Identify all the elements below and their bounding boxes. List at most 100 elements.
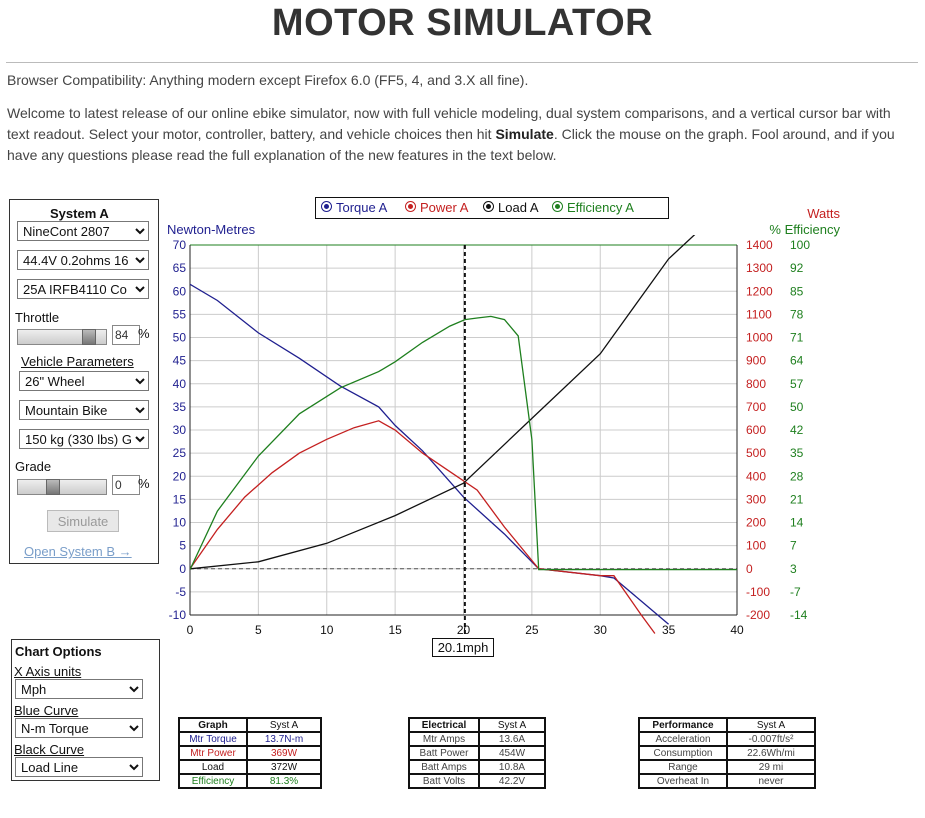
- watt-tick-label: 1300: [746, 261, 773, 275]
- wheel-select[interactable]: 26" Wheel: [19, 371, 149, 391]
- table-cell: Batt Amps: [408, 759, 480, 775]
- x-tick-label: 10: [320, 623, 334, 637]
- battery-select[interactable]: 44.4V 0.2ohms 16: [17, 250, 149, 270]
- table-cell: Mtr Amps: [408, 731, 480, 747]
- blue-curve-label: Blue Curve: [14, 703, 79, 718]
- motor-select[interactable]: NineCont 2807: [17, 221, 149, 241]
- x-tick-label: 5: [255, 623, 262, 637]
- grade-label: Grade: [15, 459, 52, 474]
- efficiency-tick-label: 78: [790, 307, 804, 321]
- chart-options-title: Chart Options: [15, 644, 102, 659]
- legend-power-label: Power A: [420, 200, 469, 215]
- table-cell: 10.8A: [478, 759, 546, 775]
- watt-tick-label: 500: [746, 446, 766, 460]
- throttle-slider-thumb[interactable]: [81, 329, 96, 345]
- table-cell: never: [726, 773, 816, 789]
- watt-tick-label: 1100: [746, 307, 772, 321]
- graph-table: Graph Syst A Mtr Torque 13.7N-m Mtr Power 3…: [178, 717, 322, 789]
- table-cell: 13.7N-m: [246, 731, 322, 747]
- black-curve-select[interactable]: Load Line: [15, 757, 143, 777]
- controller-select[interactable]: 25A IRFB4110 Co: [17, 279, 149, 299]
- efficiency-tick-label: 50: [790, 400, 804, 414]
- cursor-readout: 20.1mph: [432, 638, 494, 657]
- watt-tick-label: 1000: [746, 331, 773, 345]
- table-cell: Batt Power: [408, 745, 480, 761]
- electrical-syst-header: Syst A: [478, 717, 546, 733]
- efficiency-tick-label: 28: [790, 469, 804, 483]
- torque-tick-label: 15: [173, 492, 187, 506]
- x-tick-label: 40: [730, 623, 744, 637]
- table-cell: -0.007ft/s²: [726, 731, 816, 747]
- radio-dot-icon: [405, 201, 416, 212]
- efficiency-tick-label: 14: [790, 516, 804, 530]
- table-cell: 22.6Wh/mi: [726, 745, 816, 761]
- watt-tick-label: 0: [746, 562, 753, 576]
- grade-slider-thumb[interactable]: [46, 479, 61, 495]
- throttle-slider[interactable]: [17, 329, 107, 345]
- intro-paragraph: Welcome to latest release of our online …: [7, 103, 912, 166]
- performance-header: Performance: [638, 717, 728, 733]
- torque-tick-label: 50: [173, 331, 187, 345]
- bike-select[interactable]: Mountain Bike: [19, 400, 149, 420]
- legend-efficiency-label: Efficiency A: [567, 200, 634, 215]
- legend-efficiency[interactable]: Efficiency A: [552, 200, 634, 215]
- right-axis-title-efficiency: % Efficiency: [769, 222, 840, 237]
- torque-tick-label: 10: [173, 516, 187, 530]
- simulate-button[interactable]: Simulate: [47, 510, 119, 532]
- watt-tick-label: -100: [746, 585, 770, 599]
- table-cell: Batt Volts: [408, 773, 480, 789]
- legend-torque-label: Torque A: [336, 200, 388, 215]
- chart-legend: Torque A Power A Load A Efficiency A: [315, 197, 669, 219]
- legend-load[interactable]: Load A: [483, 200, 539, 215]
- torque-tick-label: 0: [179, 562, 186, 576]
- efficiency-tick-label: 71: [790, 331, 804, 345]
- vehicle-params-label: Vehicle Parameters: [21, 354, 134, 369]
- torque-tick-label: 20: [173, 469, 187, 483]
- efficiency-tick-label: 35: [790, 446, 804, 460]
- x-units-label: X Axis units: [14, 664, 82, 679]
- table-cell: 454W: [478, 745, 546, 761]
- system-a-panel: System A NineCont 2807 44.4V 0.2ohms 16 …: [9, 199, 159, 564]
- watt-tick-label: 300: [746, 492, 766, 506]
- table-cell: Acceleration: [638, 731, 728, 747]
- legend-torque[interactable]: Torque A: [321, 200, 387, 215]
- table-cell: 13.6A: [478, 731, 546, 747]
- legend-power[interactable]: Power A: [405, 200, 468, 215]
- x-tick-label: 30: [594, 623, 608, 637]
- grade-slider[interactable]: [17, 479, 107, 495]
- efficiency-tick-label: 64: [790, 354, 804, 368]
- throttle-input[interactable]: [112, 325, 140, 345]
- table-cell: Mtr Torque: [178, 731, 248, 747]
- intro-text-2: . Click the mouse on the graph. Fool aro…: [7, 126, 895, 163]
- torque-tick-label: 45: [173, 354, 187, 368]
- watt-tick-label: 100: [746, 539, 766, 553]
- torque-tick-label: -5: [175, 585, 186, 599]
- torque-tick-label: 40: [173, 377, 187, 391]
- torque-tick-label: 55: [173, 307, 187, 321]
- efficiency-tick-label: 85: [790, 284, 804, 298]
- table-cell: Overheat In: [638, 773, 728, 789]
- system-a-title: System A: [50, 206, 109, 221]
- table-cell: Consumption: [638, 745, 728, 761]
- watt-tick-label: 200: [746, 516, 766, 530]
- x-units-select[interactable]: Mph: [15, 679, 143, 699]
- torque-tick-label: 30: [173, 423, 187, 437]
- torque-tick-label: 70: [173, 238, 187, 252]
- radio-dot-icon: [321, 201, 332, 212]
- watt-tick-label: -200: [746, 608, 770, 622]
- watt-tick-label: 900: [746, 354, 766, 368]
- series-efficiency-a: [190, 315, 737, 571]
- x-tick-label: 25: [525, 623, 539, 637]
- table-cell: Mtr Power: [178, 745, 248, 761]
- grade-input[interactable]: [112, 475, 140, 495]
- throttle-percent: %: [138, 326, 150, 341]
- chart-options-panel: Chart Options X Axis units Mph Blue Curv…: [11, 639, 160, 781]
- open-system-b-link[interactable]: Open System B →: [24, 544, 132, 559]
- series-torque-a: [190, 283, 670, 625]
- blue-curve-select[interactable]: N-m Torque: [15, 718, 143, 738]
- electrical-header: Electrical: [408, 717, 480, 733]
- table-cell: Range: [638, 759, 728, 775]
- x-tick-label: 15: [388, 623, 402, 637]
- weight-select[interactable]: 150 kg (330 lbs) G: [19, 429, 149, 449]
